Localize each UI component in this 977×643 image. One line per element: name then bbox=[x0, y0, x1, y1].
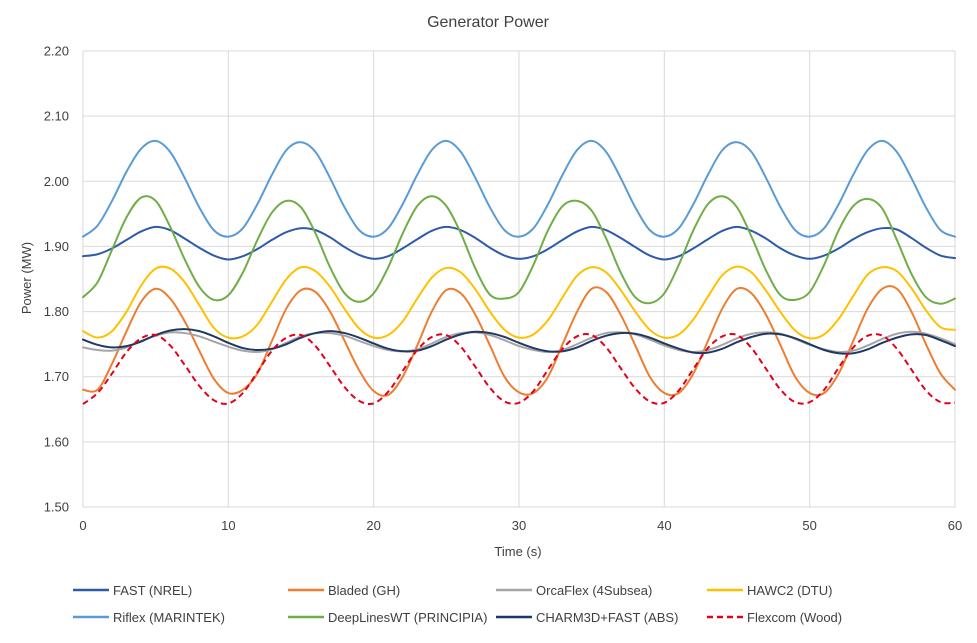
x-tick-label: 0 bbox=[79, 518, 86, 533]
y-axis-label: Power (MW) bbox=[19, 242, 34, 314]
legend: FAST (NREL) Bladed (GH) OrcaFlex (4Subsea)… bbox=[73, 583, 842, 625]
legend-label-bladed-gh: Bladed (GH) bbox=[328, 583, 400, 598]
x-tick-label: 40 bbox=[657, 518, 671, 533]
x-tick-label: 20 bbox=[366, 518, 380, 533]
x-axis-label: Time (s) bbox=[494, 544, 541, 559]
series-lines bbox=[82, 139, 956, 406]
chart-title: Generator Power bbox=[427, 14, 550, 31]
y-tick-label: 1.90 bbox=[44, 239, 69, 254]
series-line-flexcom-wood bbox=[82, 333, 956, 406]
legend-label-orcaflex-4subsea: OrcaFlex (4Subsea) bbox=[536, 583, 652, 598]
series-line-fast-nrel bbox=[82, 225, 956, 261]
x-tick-label: 30 bbox=[512, 518, 526, 533]
legend-label-hawc2-dtu: HAWC2 (DTU) bbox=[747, 583, 832, 598]
y-tick-label: 1.70 bbox=[44, 369, 69, 384]
legend-label-deeplineswt-principia: DeepLinesWT (PRINCIPIA) bbox=[328, 610, 487, 625]
y-tick-label: 1.80 bbox=[44, 304, 69, 319]
series-line-riflex-marintek bbox=[82, 139, 956, 238]
series-line-hawc2-dtu bbox=[82, 265, 956, 340]
legend-label-flexcom-wood: Flexcom (Wood) bbox=[747, 610, 842, 625]
gridlines bbox=[82, 50, 956, 508]
series-line-charm3d-fast-abs bbox=[82, 328, 956, 355]
y-tick-label: 1.60 bbox=[44, 434, 69, 449]
x-tick-label: 10 bbox=[221, 518, 235, 533]
series-line-deeplineswt-principia bbox=[82, 195, 956, 305]
y-tick-label: 2.20 bbox=[44, 44, 69, 59]
tick-labels: 1.50 1.60 1.70 1.80 1.90 2.00 2.10 2.20 0 10 20 30 4… bbox=[44, 44, 963, 534]
legend-label-charm3d-fast-abs: CHARM3D+FAST (ABS) bbox=[536, 610, 678, 625]
y-tick-label: 2.00 bbox=[44, 174, 69, 189]
legend-label-fast-nrel: FAST (NREL) bbox=[113, 583, 192, 598]
y-tick-label: 2.10 bbox=[44, 109, 69, 124]
legend-label-riflex-marintek: Riflex (MARINTEK) bbox=[113, 610, 225, 625]
x-tick-label: 60 bbox=[948, 518, 962, 533]
series-line-bladed-gh bbox=[82, 285, 956, 397]
y-tick-label: 1.50 bbox=[44, 500, 69, 515]
x-tick-label: 50 bbox=[802, 518, 816, 533]
